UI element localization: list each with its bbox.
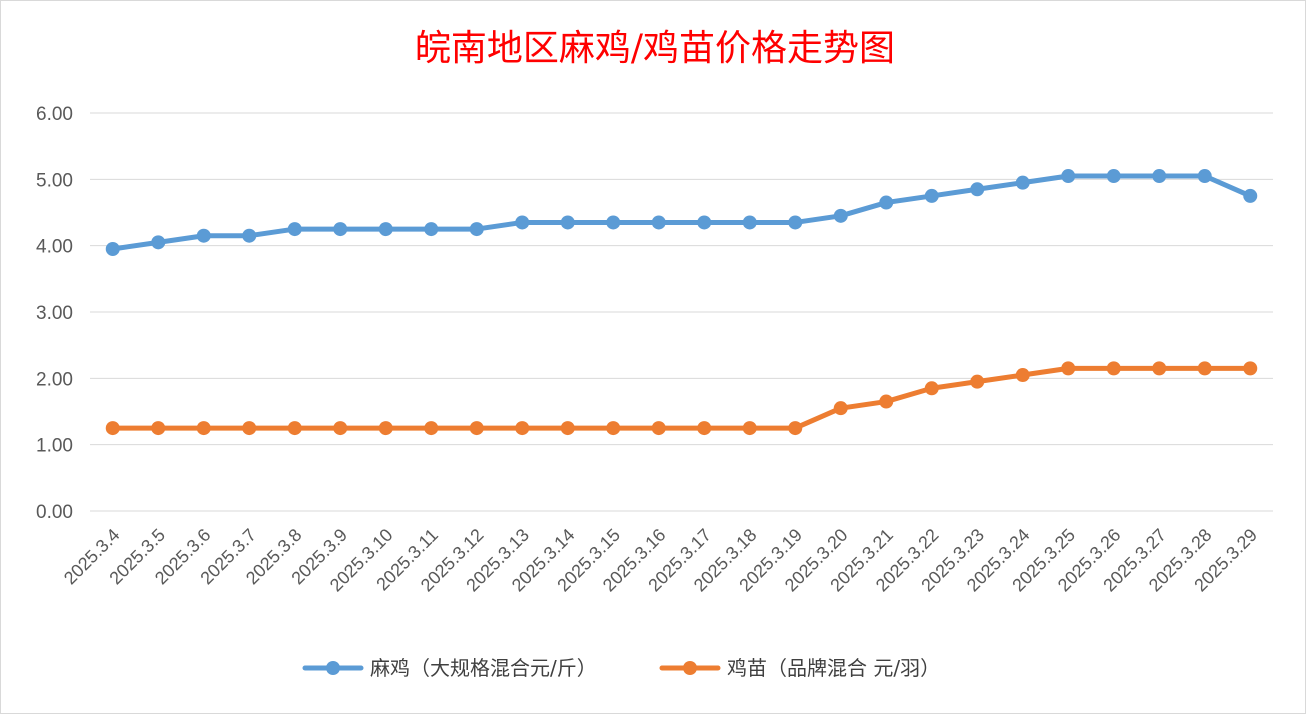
legend-item-2: 鸡苗（品牌混合 元/羽） [659, 656, 940, 680]
data-point [378, 222, 393, 237]
data-point [1015, 175, 1030, 190]
data-point [196, 421, 211, 436]
legend-item-1: 麻鸡（大规格混合元/斤） [302, 656, 597, 680]
y-tick-label: 5.00 [36, 170, 73, 191]
y-tick-label: 1.00 [36, 436, 73, 457]
legend-label: 鸡苗（品牌混合 元/羽） [727, 656, 940, 680]
series-group [105, 169, 1258, 436]
series-1 [105, 169, 1258, 256]
data-point [287, 421, 302, 436]
y-tick-label: 6.00 [36, 104, 73, 125]
y-tick-label: 4.00 [36, 237, 73, 258]
y-tick-label: 2.00 [36, 369, 73, 390]
data-point [1243, 361, 1258, 376]
data-point [697, 421, 712, 436]
data-point [1106, 361, 1121, 376]
data-point [287, 222, 302, 237]
data-point [606, 215, 621, 230]
y-tick-label: 3.00 [36, 303, 73, 324]
y-axis-ticks: 0.00 1.00 2.00 3.00 4.00 5.00 6.00 [36, 104, 73, 523]
data-point [697, 215, 712, 230]
y-tick-label: 0.00 [36, 502, 73, 523]
data-point [560, 421, 575, 436]
data-point [1152, 169, 1167, 184]
legend: 麻鸡（大规格混合元/斤） 鸡苗（品牌混合 元/羽） [302, 656, 940, 680]
data-point [924, 381, 939, 396]
data-point [1243, 188, 1258, 203]
data-point [424, 222, 439, 237]
data-point [196, 228, 211, 243]
series-line [110, 173, 1253, 252]
data-point [970, 374, 985, 389]
data-point [424, 421, 439, 436]
data-point [651, 421, 666, 436]
data-point [1197, 169, 1212, 184]
data-point [879, 195, 894, 210]
data-point [833, 401, 848, 416]
data-point [833, 208, 848, 223]
data-point [515, 421, 530, 436]
series-2 [105, 361, 1258, 436]
data-point [651, 215, 666, 230]
data-point [333, 222, 348, 237]
data-point [788, 215, 803, 230]
data-point [242, 421, 257, 436]
data-point [469, 421, 484, 436]
data-point [1061, 169, 1076, 184]
data-point [105, 421, 120, 436]
chart-title: 皖南地区麻鸡/鸡苗价格走势图 [415, 28, 895, 69]
data-point [1106, 169, 1121, 184]
series-line [110, 365, 1253, 431]
data-point [151, 235, 166, 250]
grid-lines [90, 112, 1273, 512]
data-point [333, 421, 348, 436]
data-point [378, 421, 393, 436]
data-point [469, 222, 484, 237]
data-point [879, 394, 894, 409]
data-point [151, 421, 166, 436]
data-point [970, 182, 985, 197]
data-point [515, 215, 530, 230]
legend-label: 麻鸡（大规格混合元/斤） [370, 656, 597, 680]
data-point [742, 421, 757, 436]
data-point [1015, 368, 1030, 383]
data-point [788, 421, 803, 436]
legend-marker [326, 661, 340, 675]
data-point [242, 228, 257, 243]
data-point [1061, 361, 1076, 376]
data-point [924, 188, 939, 203]
data-point [606, 421, 621, 436]
legend-marker [683, 661, 697, 675]
data-point [742, 215, 757, 230]
data-point [1152, 361, 1167, 376]
data-point [1197, 361, 1212, 376]
data-point [560, 215, 575, 230]
data-point [105, 241, 120, 256]
